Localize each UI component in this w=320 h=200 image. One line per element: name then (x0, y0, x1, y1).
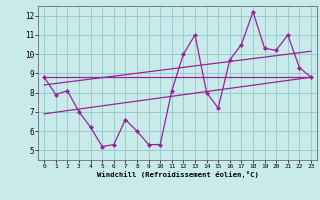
X-axis label: Windchill (Refroidissement éolien,°C): Windchill (Refroidissement éolien,°C) (97, 171, 259, 178)
